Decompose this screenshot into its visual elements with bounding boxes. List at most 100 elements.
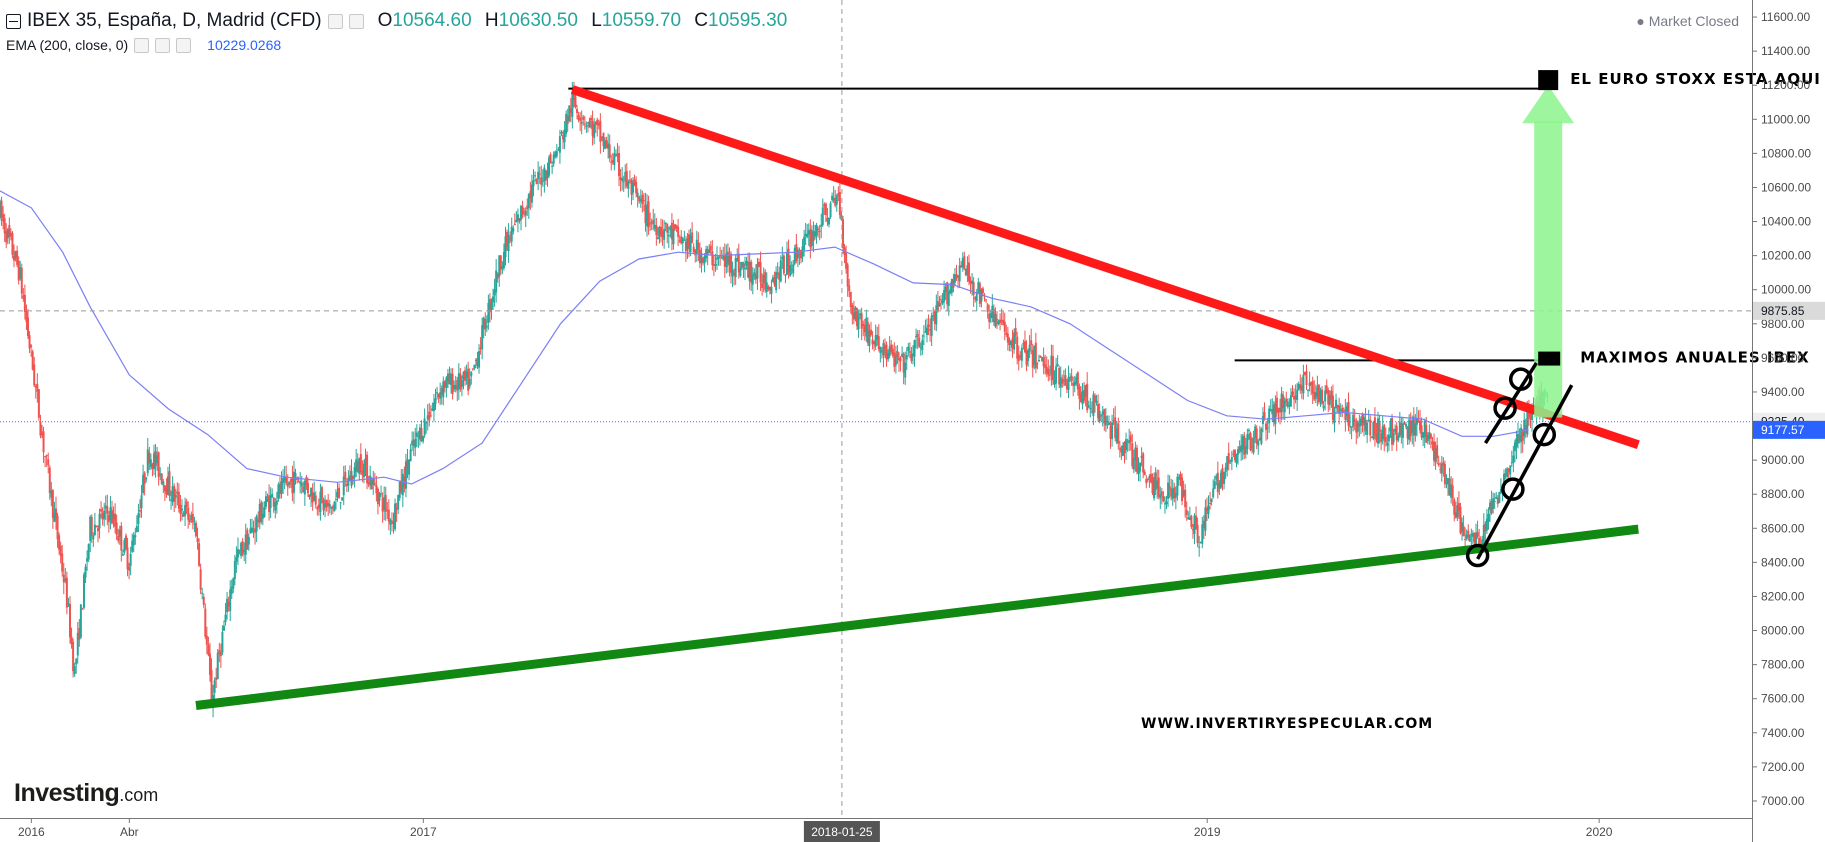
- candle-body: [420, 428, 423, 442]
- candle-body: [347, 477, 350, 486]
- y-tick-label: 7400.00: [1761, 726, 1805, 740]
- candle-body: [1115, 428, 1118, 443]
- candle-body: [145, 477, 148, 480]
- candle-body: [286, 483, 289, 487]
- ema-eye-icon[interactable]: [134, 37, 150, 53]
- candle-body: [1489, 502, 1492, 510]
- candle-body: [789, 264, 792, 276]
- candle-body: [90, 516, 93, 536]
- candle-body: [302, 486, 305, 493]
- candle-body: [938, 302, 941, 307]
- candle-body: [1349, 425, 1352, 427]
- candle-body: [31, 351, 34, 370]
- candle-body: [992, 309, 995, 323]
- candle-body: [252, 529, 255, 531]
- ema-close-icon[interactable]: [176, 37, 192, 53]
- candle-body: [1118, 448, 1121, 450]
- candle-body: [524, 210, 527, 216]
- candle-body: [120, 525, 123, 551]
- candle-body: [241, 541, 244, 555]
- candle-body: [680, 236, 683, 244]
- candle-body: [571, 93, 574, 117]
- candle-body: [453, 385, 456, 390]
- candle-body: [1398, 421, 1401, 437]
- ema-settings-icon[interactable]: [155, 37, 171, 53]
- candle-body: [549, 154, 552, 164]
- candle-body: [468, 378, 471, 387]
- candle-body: [291, 477, 294, 494]
- arrow-shaft: [1534, 121, 1563, 418]
- candle-body: [1405, 424, 1408, 427]
- candle-body: [336, 491, 339, 498]
- candle-body: [442, 381, 445, 398]
- candle-body: [1148, 476, 1151, 479]
- candle-body: [1331, 395, 1334, 420]
- candle-body: [736, 258, 739, 262]
- candle-body: [698, 249, 701, 264]
- candle-body: [1070, 375, 1073, 381]
- candle-body: [535, 179, 538, 185]
- candle-body: [616, 153, 619, 157]
- candle-body: [34, 385, 37, 388]
- candle-body: [869, 329, 872, 335]
- candle-body: [216, 652, 219, 680]
- candle-body: [548, 157, 551, 176]
- candle-body: [254, 528, 257, 533]
- candle-body: [860, 313, 863, 329]
- candle-body: [156, 455, 159, 464]
- candle-body: [1033, 346, 1036, 365]
- candle-body: [986, 304, 989, 312]
- candle-body: [1100, 415, 1103, 417]
- candle-body: [1303, 372, 1306, 375]
- candle-body: [1185, 509, 1188, 516]
- candle-body: [451, 373, 454, 395]
- candle-body: [863, 325, 866, 333]
- candle-body: [576, 108, 579, 114]
- candle-body: [971, 280, 974, 285]
- candle-body: [1213, 481, 1216, 489]
- candle-body: [19, 267, 22, 279]
- candle-body: [1476, 531, 1479, 537]
- candle-body: [324, 503, 327, 508]
- y-tick-label: 8000.00: [1761, 624, 1805, 638]
- candle-body: [1190, 515, 1193, 528]
- candle-body: [809, 229, 812, 248]
- candle-body: [635, 181, 638, 194]
- candle-body: [75, 658, 78, 665]
- candle-body: [22, 295, 25, 299]
- candle-body: [773, 277, 776, 286]
- candle-body: [20, 268, 23, 294]
- candle-body: [865, 317, 868, 337]
- candle-body: [562, 135, 565, 140]
- candle-body: [768, 286, 771, 291]
- candle-body: [686, 238, 689, 250]
- candle-body: [1168, 486, 1171, 490]
- candle-body: [436, 392, 439, 394]
- candle-body: [257, 519, 260, 523]
- candle-body: [1395, 425, 1398, 441]
- candle-body: [560, 132, 563, 134]
- candle-body: [42, 431, 45, 453]
- candle-body: [434, 398, 437, 405]
- candle-body: [905, 355, 908, 360]
- low-key: L: [591, 10, 602, 31]
- candle-body: [306, 482, 309, 494]
- candle-body: [1498, 491, 1501, 503]
- candle-body: [1445, 483, 1448, 485]
- candle-body: [751, 274, 754, 285]
- candle-body: [593, 124, 596, 138]
- settings-icon[interactable]: [348, 13, 364, 29]
- candle-body: [1328, 394, 1331, 405]
- candle-body: [1083, 390, 1086, 401]
- candle-body: [191, 513, 194, 523]
- candle-body: [1431, 441, 1434, 445]
- candle-body: [96, 528, 99, 532]
- collapse-legend-icon[interactable]: [6, 13, 21, 29]
- candle-body: [152, 453, 155, 470]
- candle-body: [1240, 445, 1243, 453]
- eye-icon[interactable]: [327, 13, 343, 29]
- candle-body: [1272, 404, 1275, 423]
- candle-body: [1521, 430, 1524, 441]
- candle-body: [574, 96, 577, 107]
